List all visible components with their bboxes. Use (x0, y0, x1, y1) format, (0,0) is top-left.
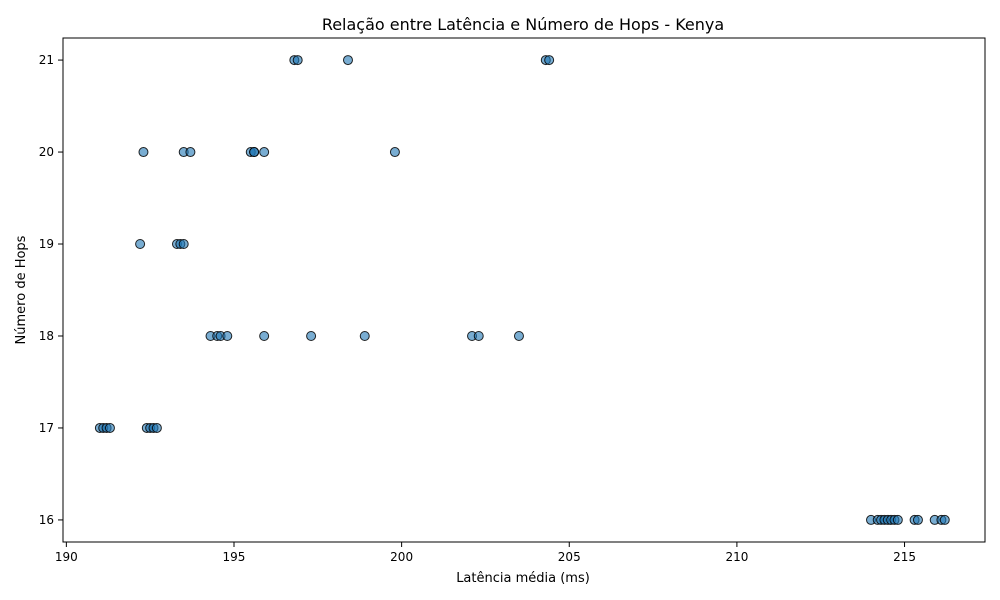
data-point (544, 55, 555, 66)
data-point (912, 514, 923, 525)
data-point (306, 330, 317, 341)
x-tick-label: 210 (725, 550, 748, 564)
chart-title: Relação entre Latência e Número de Hops … (322, 15, 724, 34)
data-point (104, 422, 115, 433)
x-tick-label: 205 (558, 550, 581, 564)
data-point (342, 55, 353, 66)
data-point (473, 330, 484, 341)
y-tick-label: 18 (39, 329, 54, 343)
y-tick-label: 21 (39, 53, 54, 67)
data-point (389, 147, 400, 158)
x-tick-label: 215 (893, 550, 916, 564)
data-point (222, 330, 233, 341)
data-point (135, 239, 146, 250)
data-point (292, 55, 303, 66)
data-point (513, 330, 524, 341)
x-tick-label: 190 (55, 550, 78, 564)
data-point (259, 147, 270, 158)
data-point (178, 239, 189, 250)
data-point (359, 330, 370, 341)
x-axis: 190 195 200 205 210 215 (55, 542, 916, 564)
data-point (151, 422, 162, 433)
y-tick-label: 19 (39, 237, 54, 251)
data-point (259, 330, 270, 341)
x-tick-label: 195 (223, 550, 246, 564)
plot-frame (62, 37, 986, 543)
data-point (185, 147, 196, 158)
y-axis-label: Número de Hops (14, 235, 29, 344)
data-point (892, 514, 903, 525)
y-tick-label: 20 (39, 145, 54, 159)
y-tick-label: 16 (39, 513, 54, 527)
data-point (138, 147, 149, 158)
data-point (249, 147, 260, 158)
data-point (939, 514, 950, 525)
x-axis-label: Latência média (ms) (456, 571, 590, 586)
points-layer (94, 55, 950, 525)
y-axis: 16 17 18 19 20 21 (39, 53, 63, 527)
x-tick-label: 200 (390, 550, 413, 564)
y-tick-label: 17 (39, 421, 54, 435)
